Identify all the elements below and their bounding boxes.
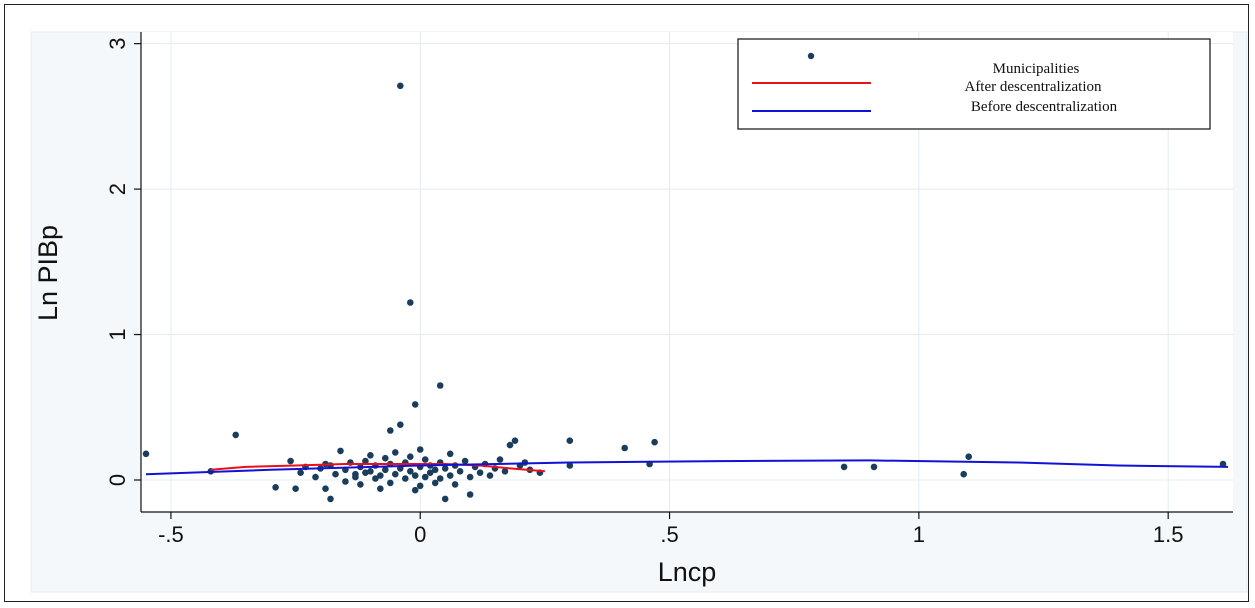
data-point-11	[322, 485, 329, 493]
data-point-67	[506, 441, 514, 449]
data-point-73	[566, 462, 574, 469]
series-line-1	[210, 463, 545, 473]
data-point-40	[411, 472, 419, 479]
x-axis-title: Lncp	[658, 557, 717, 587]
data-point-58	[461, 457, 469, 465]
data-point-39	[407, 453, 414, 461]
data-point-54	[446, 472, 454, 479]
data-point-78	[397, 82, 404, 90]
y-axis-title: Ln PIBp	[33, 225, 63, 321]
data-point-51	[436, 475, 444, 482]
data-point-84	[870, 463, 878, 471]
data-point-35	[397, 421, 404, 429]
data-point-3	[272, 484, 279, 491]
data-point-93	[352, 473, 359, 481]
legend-label-before: Before descentralization	[971, 99, 1118, 115]
data-point-41	[411, 486, 419, 494]
data-point-56	[451, 481, 459, 488]
data-point-92	[466, 491, 474, 498]
legend: Municipalities After descentralization B…	[737, 38, 1211, 130]
data-point-82	[387, 427, 394, 434]
legend-marker-municipalities	[807, 52, 815, 60]
x-tick-label-2: .5	[660, 522, 678, 547]
data-point-57	[456, 468, 464, 475]
data-point-52	[441, 465, 449, 472]
data-point-45	[421, 456, 429, 463]
y-tick-label-1: 1	[105, 328, 130, 340]
data-point-13	[332, 470, 339, 478]
data-point-4	[287, 457, 294, 465]
x-tick-label-3: 1	[913, 522, 925, 547]
data-point-5	[292, 485, 299, 493]
data-point-32	[392, 470, 399, 478]
data-point-16	[342, 478, 349, 485]
data-point-85	[960, 470, 967, 478]
data-point-38	[407, 468, 414, 475]
y-tick-label-0: 0	[105, 474, 130, 486]
data-point-53	[446, 450, 454, 458]
legend-label-municipalities: Municipalities	[993, 61, 1080, 77]
data-point-8	[312, 473, 319, 481]
data-point-14	[337, 447, 344, 455]
data-point-29	[382, 454, 389, 462]
chart-frame: -.5 0 .5 1 1.5 0 1 2 3 Lncp Ln PIBp Municipalit…	[4, 4, 1249, 602]
data-point-48	[431, 479, 439, 487]
x-tick-label-1: 0	[414, 522, 426, 547]
data-point-88	[362, 469, 369, 477]
data-point-33	[392, 449, 399, 456]
data-point-24	[372, 475, 379, 482]
data-point-63	[486, 472, 494, 479]
data-point-65	[496, 456, 504, 463]
data-point-36	[402, 475, 409, 482]
data-point-0	[142, 450, 150, 458]
data-point-68	[511, 437, 519, 445]
series-line-2	[145, 459, 1229, 476]
data-point-89	[416, 482, 424, 490]
data-point-46	[426, 469, 434, 477]
x-tick-label-4: 1.5	[1153, 522, 1184, 547]
data-point-21	[362, 457, 369, 465]
data-point-43	[416, 446, 424, 453]
x-tick-label-0: -.5	[158, 522, 184, 547]
data-point-44	[421, 473, 429, 481]
data-point-75	[621, 444, 628, 452]
data-point-1	[232, 431, 239, 439]
data-point-90	[441, 495, 449, 503]
data-point-19	[357, 481, 364, 488]
data-point-74	[566, 437, 574, 445]
y-tick-label-3: 3	[105, 38, 130, 50]
data-point-59	[466, 473, 474, 481]
legend-label-after: After descentralization	[964, 79, 1102, 95]
data-point-28	[382, 466, 389, 474]
data-point-91	[327, 495, 334, 503]
data-point-6	[297, 469, 304, 477]
data-point-77	[651, 438, 658, 446]
data-point-87	[1219, 460, 1227, 468]
data-point-83	[840, 463, 848, 471]
data-point-80	[436, 382, 444, 389]
data-point-23	[367, 452, 374, 459]
data-point-81	[411, 401, 419, 408]
data-point-86	[965, 453, 972, 461]
data-point-31	[387, 479, 394, 487]
scatter-chart: -.5 0 .5 1 1.5 0 1 2 3 Lncp Ln PIBp Municipalit…	[30, 31, 1248, 593]
y-tick-label-2: 2	[105, 183, 130, 195]
data-point-26	[377, 472, 384, 479]
data-point-27	[377, 485, 384, 493]
data-point-79	[407, 299, 414, 306]
data-point-22	[367, 468, 374, 475]
data-point-49	[431, 466, 439, 474]
data-point-61	[476, 469, 484, 477]
data-point-66	[501, 468, 509, 475]
